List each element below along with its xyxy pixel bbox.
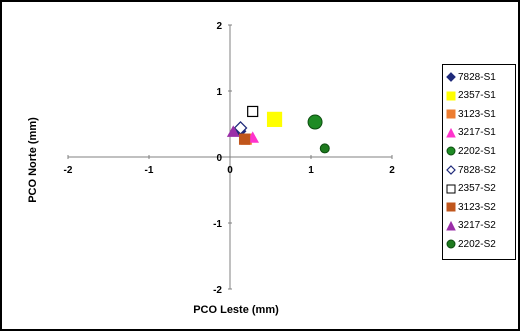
legend-item: 2357-S2 [446, 181, 496, 197]
point-2357-S2 [247, 105, 259, 118]
x-tick-label: 1 [308, 165, 314, 176]
legend-marker [446, 109, 456, 119]
legend-label: 2357-S2 [458, 183, 496, 195]
x-tick-label: 0 [227, 165, 233, 176]
legend-marker [446, 127, 456, 138]
legend-marker [446, 72, 456, 82]
legend-item: 2357-S1 [446, 88, 496, 104]
y-tick-label: 0 [216, 153, 222, 164]
y-axis-title: PCO Norte (mm) [27, 117, 39, 203]
x-tick-label: 2 [389, 165, 395, 176]
legend-item: 2202-S1 [446, 143, 496, 159]
point-2202-S1 [307, 114, 323, 130]
legend-label: 2357-S1 [458, 90, 496, 102]
y-tick-label: 2 [216, 21, 222, 32]
legend-marker [446, 91, 456, 101]
legend-label: 7828-S1 [458, 71, 496, 83]
y-tick-label: -2 [213, 285, 222, 296]
legend-marker [446, 202, 456, 212]
legend-marker [446, 165, 456, 175]
legend-item: 3123-S1 [446, 106, 496, 122]
legend-item: 3217-S2 [446, 218, 496, 234]
x-tick-label: -2 [64, 165, 73, 176]
y-tick-label: 1 [216, 87, 222, 98]
legend-label: 3217-S1 [458, 127, 496, 139]
y-tick-label: -1 [213, 219, 222, 230]
legend-item: 7828-S1 [446, 69, 496, 85]
point-2202-S2 [319, 143, 330, 154]
legend-label: 2202-S1 [458, 145, 496, 157]
legend-item: 3123-S2 [446, 199, 496, 215]
legend-item: 3217-S1 [446, 125, 496, 141]
legend-label: 2202-S2 [458, 238, 496, 250]
legend: 7828-S1 2357-S1 3123-S1 3217-S1 2202-S1 7828-… [442, 64, 516, 260]
legend-marker [446, 184, 456, 194]
point-3217-S2 [226, 125, 240, 137]
legend-label: 3217-S2 [458, 220, 496, 232]
x-tick-label: -1 [145, 165, 154, 176]
legend-marker [446, 220, 456, 231]
legend-label: 3123-S1 [458, 108, 496, 120]
legend-item: 7828-S2 [446, 162, 496, 178]
point-3123-S2 [238, 133, 251, 145]
point-2357-S1 [266, 111, 283, 127]
legend-label: 7828-S2 [458, 164, 496, 176]
legend-label: 3123-S2 [458, 201, 496, 213]
x-axis-title: PCO Leste (mm) [193, 304, 279, 316]
legend-marker [446, 239, 456, 249]
legend-marker [446, 146, 456, 156]
legend-item: 2202-S2 [446, 236, 496, 252]
